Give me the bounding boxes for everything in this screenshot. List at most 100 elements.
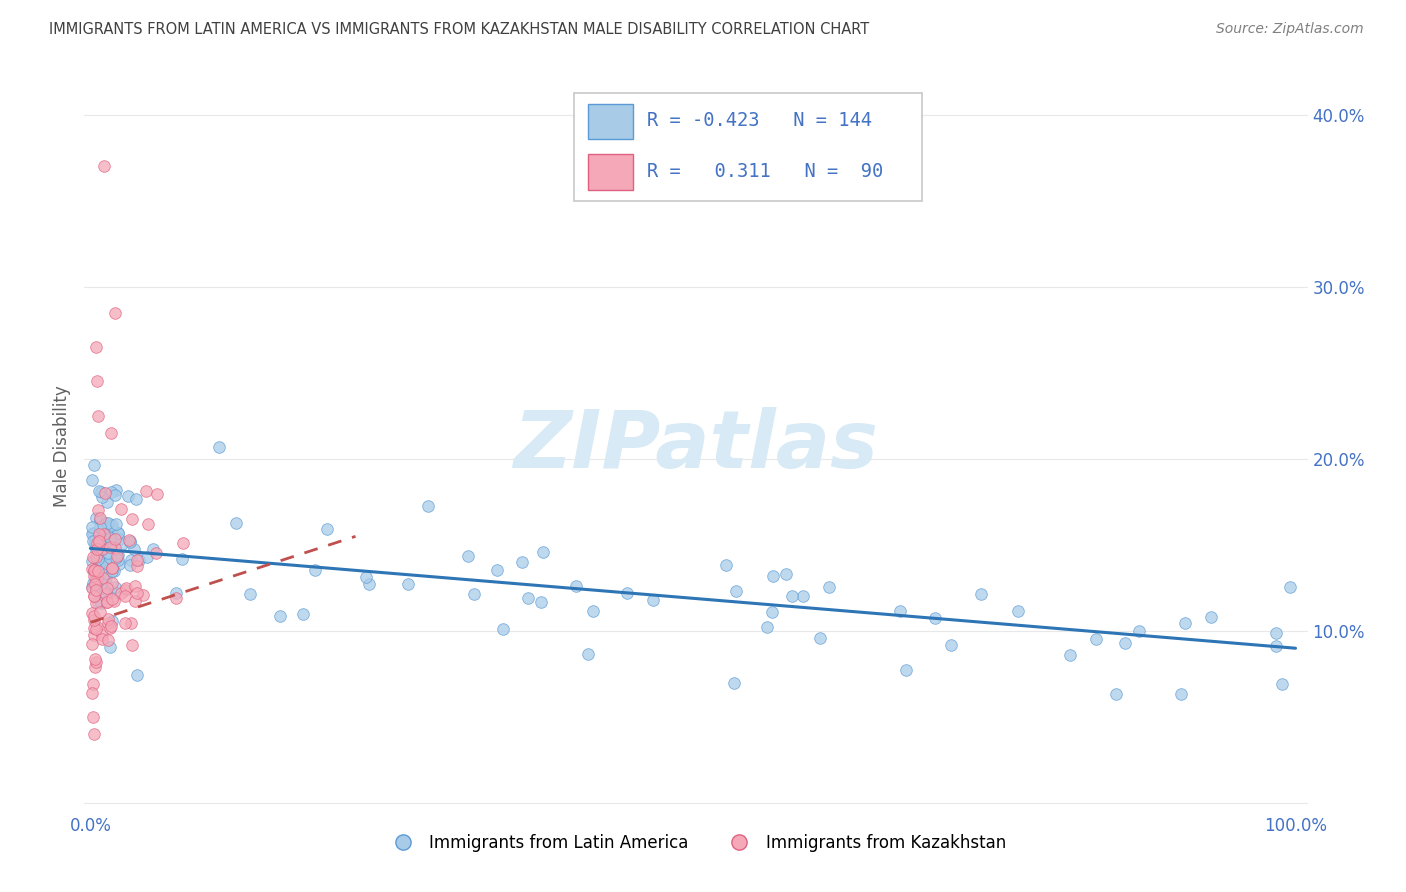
Point — [105, 483, 128, 497]
Point — [82, 549, 104, 564]
Point — [269, 609, 291, 624]
Point — [120, 534, 142, 549]
Point — [86, 536, 108, 550]
Point — [530, 595, 553, 609]
Point — [110, 585, 132, 599]
Point — [91, 490, 114, 504]
Point — [124, 492, 146, 507]
Point — [894, 663, 917, 677]
Point — [84, 563, 107, 577]
Point — [82, 580, 104, 594]
Point — [91, 541, 114, 556]
Point — [122, 541, 145, 556]
Point — [93, 526, 115, 541]
Point — [80, 554, 103, 568]
Point — [91, 536, 114, 550]
Point — [86, 409, 108, 423]
Point — [172, 536, 194, 550]
Point — [104, 551, 127, 566]
Point — [1114, 636, 1136, 650]
Point — [84, 531, 107, 545]
Point — [101, 614, 124, 628]
Point — [82, 677, 104, 691]
Point — [643, 592, 665, 607]
Point — [84, 622, 107, 636]
Point — [90, 577, 112, 591]
Point — [939, 638, 962, 652]
Point — [396, 577, 419, 591]
Point — [138, 517, 160, 532]
Point — [98, 541, 121, 555]
Point — [762, 569, 785, 583]
Point — [1279, 580, 1302, 594]
Point — [84, 534, 107, 549]
Point — [86, 552, 108, 566]
Point — [86, 596, 108, 610]
Point — [104, 585, 127, 599]
Point — [97, 516, 120, 531]
Point — [96, 595, 118, 609]
Point — [83, 537, 105, 551]
Point — [87, 564, 110, 578]
Point — [80, 581, 103, 595]
Point — [87, 484, 110, 499]
Point — [98, 551, 121, 566]
Point — [84, 655, 107, 669]
Point — [114, 583, 136, 598]
Point — [101, 575, 124, 590]
Point — [292, 607, 315, 621]
Point — [83, 458, 105, 473]
Point — [485, 563, 508, 577]
Point — [145, 546, 167, 560]
Point — [98, 621, 121, 635]
Point — [1199, 610, 1222, 624]
Point — [83, 569, 105, 583]
Point — [83, 613, 105, 627]
Point — [94, 516, 117, 530]
Point — [97, 548, 120, 562]
Point — [165, 591, 187, 605]
Point — [93, 582, 115, 597]
Point — [96, 594, 118, 608]
Point — [107, 553, 129, 567]
Point — [1059, 648, 1081, 663]
Point — [111, 537, 134, 551]
Point — [83, 563, 105, 577]
Point — [924, 611, 946, 625]
Point — [93, 159, 115, 173]
Point — [83, 609, 105, 624]
Point — [100, 541, 122, 555]
Point — [128, 553, 150, 567]
Point — [96, 612, 118, 626]
Point — [1170, 687, 1192, 701]
Point — [90, 596, 112, 610]
Point — [94, 556, 117, 570]
Point — [100, 518, 122, 533]
Point — [761, 606, 783, 620]
Text: ZIPatlas: ZIPatlas — [513, 407, 879, 485]
Point — [416, 499, 439, 513]
Point — [96, 581, 118, 595]
Point — [124, 579, 146, 593]
Point — [97, 546, 120, 560]
Point — [103, 564, 125, 578]
Point — [83, 589, 105, 603]
Point — [616, 586, 638, 600]
Point — [91, 521, 114, 535]
Point — [121, 639, 143, 653]
Point — [780, 589, 803, 603]
Point — [1084, 632, 1107, 646]
Point — [96, 495, 118, 509]
Point — [1007, 604, 1029, 618]
Point — [1265, 626, 1288, 640]
Point — [91, 563, 114, 577]
Point — [89, 533, 111, 548]
Point — [98, 640, 121, 654]
Point — [107, 525, 129, 540]
Point — [82, 575, 104, 590]
Point — [114, 589, 136, 603]
Point — [96, 566, 118, 580]
Point — [101, 522, 124, 536]
Point — [1174, 615, 1197, 630]
Point — [86, 543, 108, 558]
